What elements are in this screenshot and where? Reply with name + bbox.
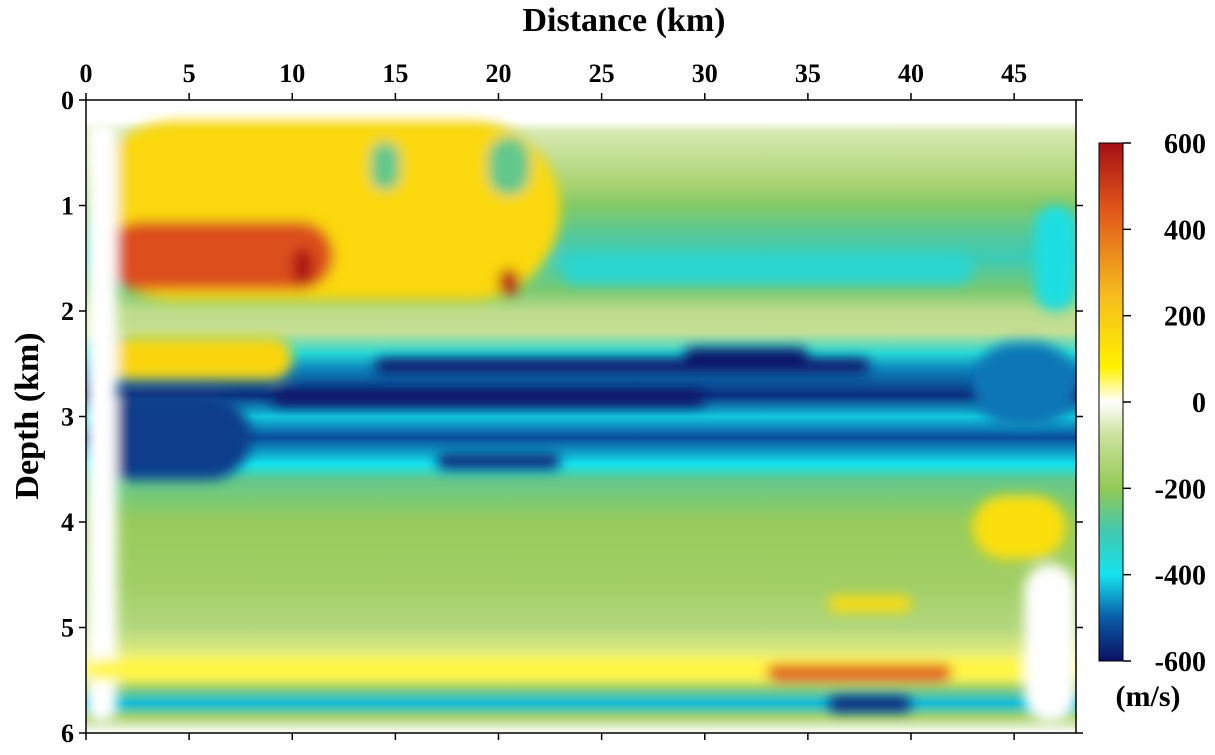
heatmap-cell [498,268,520,296]
heatmap-cell [1034,205,1076,311]
heatmap-cell [370,142,400,190]
heatmap-cell [828,696,911,712]
colorbar-tick-label: 200 [1164,302,1206,333]
y-tick-label: 0 [61,86,74,115]
x-tick-label: 20 [486,59,512,88]
colorbar-tick-label: -400 [1155,561,1206,592]
heatmap-cell [488,136,530,195]
x-tick-label: 40 [898,59,924,88]
x-tick-label: 30 [692,59,718,88]
colorbar-tick-label: -600 [1155,647,1206,678]
colorbar-tick-label: 400 [1164,215,1206,246]
heatmap-cell [828,595,911,612]
heatmap-cell [292,247,313,285]
x-tick-label: 15 [382,59,408,88]
heatmap-area [86,100,1076,733]
heatmap-cell [86,121,117,723]
y-tick-label: 3 [61,403,74,432]
x-axis-ticks: 0 5 10 15 20 25 30 35 40 45 [80,59,1027,740]
y-axis-label: Depth (km) [9,332,46,499]
colorbar [1098,142,1124,662]
x-tick-label: 10 [279,59,305,88]
heatmap-cell [86,395,251,480]
heatmap-cell [106,221,334,290]
heatmap-cell [972,495,1066,559]
y-tick-label: 2 [61,297,74,326]
x-axis-label: Distance (km) [522,2,725,39]
heatmap-cell [684,347,808,364]
heatmap-cell [766,664,953,681]
colorbar-ticks: 600 400 200 0 -200 -400 -600 [1123,129,1206,678]
x-tick-label: 45 [1001,59,1027,88]
colorbar-unit-label: (m/s) [1116,680,1181,713]
heatmap-cell [86,337,293,380]
y-tick-label: 4 [61,508,74,537]
heatmap-anomalies [86,121,1076,723]
heatmap-cell [1024,564,1076,723]
y-axis-ticks: 0 1 2 3 4 5 6 [61,86,1083,748]
x-tick-label: 25 [589,59,615,88]
x-tick-label: 35 [795,59,821,88]
x-tick-label: 5 [183,59,196,88]
y-tick-label: 5 [61,614,74,643]
colorbar-tick-label: -200 [1155,474,1206,505]
heatmap-cell [271,390,705,406]
y-tick-label: 6 [61,719,74,748]
x-tick-label: 0 [80,59,93,88]
heatmap-cell [972,342,1076,428]
heatmap-cell [560,252,973,285]
colorbar-tick-label: 600 [1164,129,1206,160]
heatmap-cell [436,453,561,470]
colorbar-tick-label: 0 [1192,388,1206,419]
y-tick-label: 1 [61,192,74,221]
